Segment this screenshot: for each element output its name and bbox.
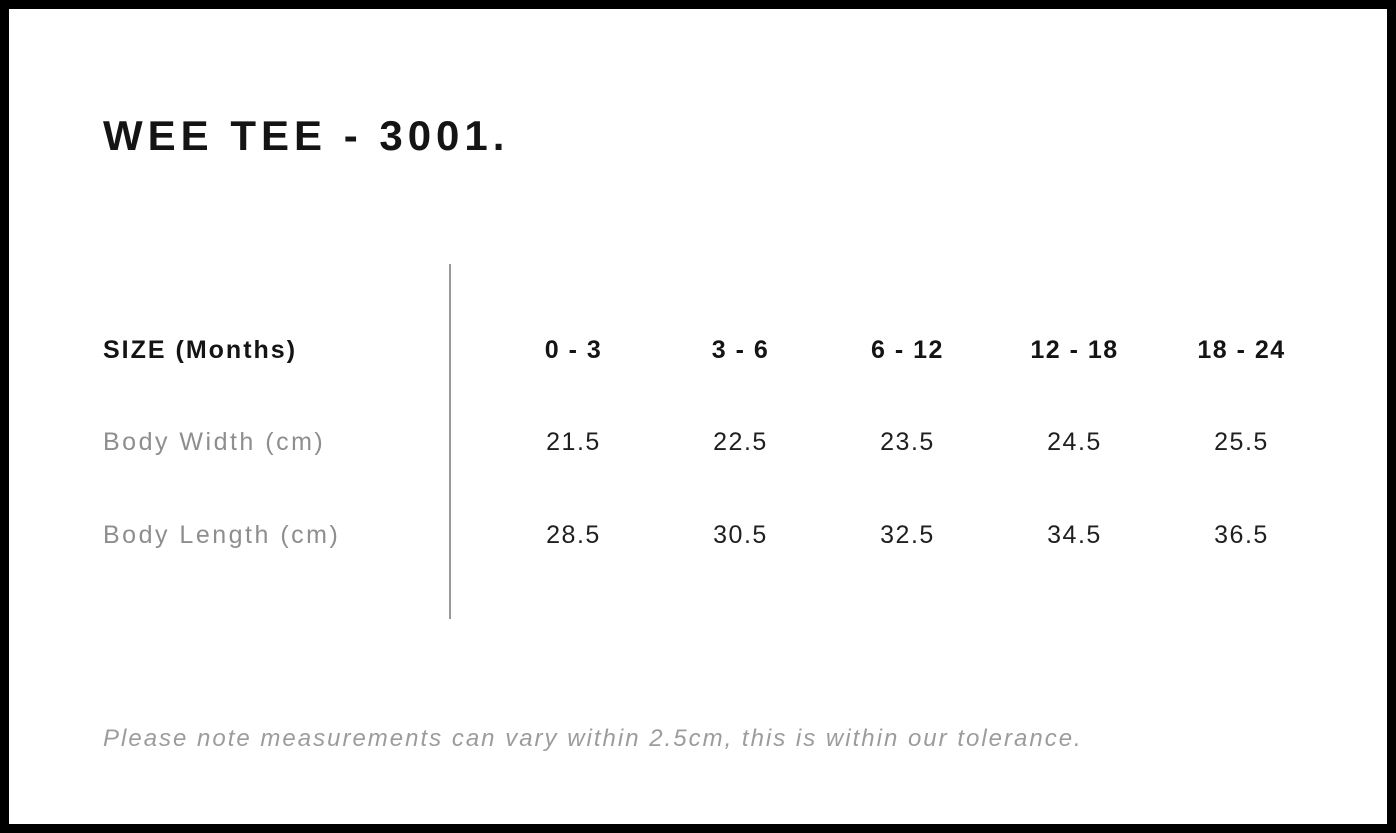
body-length-value: 28.5 bbox=[546, 521, 601, 549]
body-width-value: 22.5 bbox=[713, 428, 768, 456]
column-header-0-3: 0 - 3 bbox=[544, 336, 603, 364]
size-header-label: SIZE (Months) bbox=[103, 336, 298, 364]
column-header-12-18: 12 - 18 bbox=[1030, 336, 1119, 364]
body-length-value: 36.5 bbox=[1214, 521, 1269, 549]
table-row-body-width: Body Width (cm) 21.5 22.5 23.5 24.5 25.5 bbox=[103, 430, 1325, 455]
row-label-body-length: Body Length (cm) bbox=[103, 521, 341, 549]
column-header-3-6: 3 - 6 bbox=[711, 336, 770, 364]
column-header-18-24: 18 - 24 bbox=[1197, 336, 1286, 364]
body-width-value: 24.5 bbox=[1047, 428, 1102, 456]
page-title: WEE TEE - 3001. bbox=[103, 112, 510, 159]
body-width-value: 21.5 bbox=[546, 428, 601, 456]
row-label-body-width: Body Width (cm) bbox=[103, 428, 326, 456]
body-length-value: 32.5 bbox=[880, 521, 935, 549]
column-header-6-12: 6 - 12 bbox=[871, 336, 944, 364]
table-row-body-length: Body Length (cm) 28.5 30.5 32.5 34.5 36.… bbox=[103, 523, 1325, 548]
body-length-value: 34.5 bbox=[1047, 521, 1102, 549]
table-header-row: SIZE (Months) 0 - 3 3 - 6 6 - 12 12 - 18… bbox=[103, 338, 1325, 363]
body-length-value: 30.5 bbox=[713, 521, 768, 549]
body-width-value: 23.5 bbox=[880, 428, 935, 456]
table-column-divider bbox=[449, 264, 451, 619]
tolerance-note: Please note measurements can vary within… bbox=[103, 725, 1083, 752]
body-width-value: 25.5 bbox=[1214, 428, 1269, 456]
